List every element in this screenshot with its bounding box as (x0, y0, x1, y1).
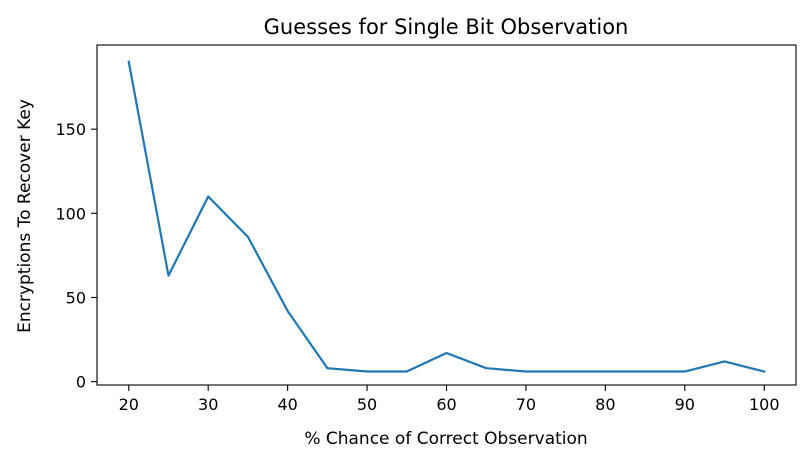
y-axis-label: Encryptions To Recover Key (15, 99, 35, 333)
x-tick-label: 70 (516, 395, 536, 414)
x-axis-label: % Chance of Correct Observation (304, 429, 587, 449)
x-axis-ticks: 20 30 40 50 60 70 80 90 100 (119, 385, 780, 414)
x-tick-label: 50 (357, 395, 377, 414)
x-tick-label: 30 (198, 395, 218, 414)
y-axis-ticks: 0 50 100 150 (55, 120, 97, 392)
x-tick-label: 90 (675, 395, 695, 414)
chart-title: Guesses for Single Bit Observation (264, 15, 629, 39)
x-tick-label: 100 (749, 395, 780, 414)
plot-area (96, 44, 797, 386)
x-tick-label: 80 (595, 395, 615, 414)
y-tick-label: 100 (55, 204, 86, 223)
x-tick-label: 60 (436, 395, 456, 414)
y-tick-label: 150 (55, 120, 86, 139)
plot-frame (96, 44, 797, 386)
y-tick-label: 0 (76, 373, 86, 392)
x-tick-label: 40 (277, 395, 297, 414)
series-line-0 (127, 60, 766, 373)
y-tick-label: 50 (66, 288, 86, 307)
x-tick-label: 20 (119, 395, 139, 414)
